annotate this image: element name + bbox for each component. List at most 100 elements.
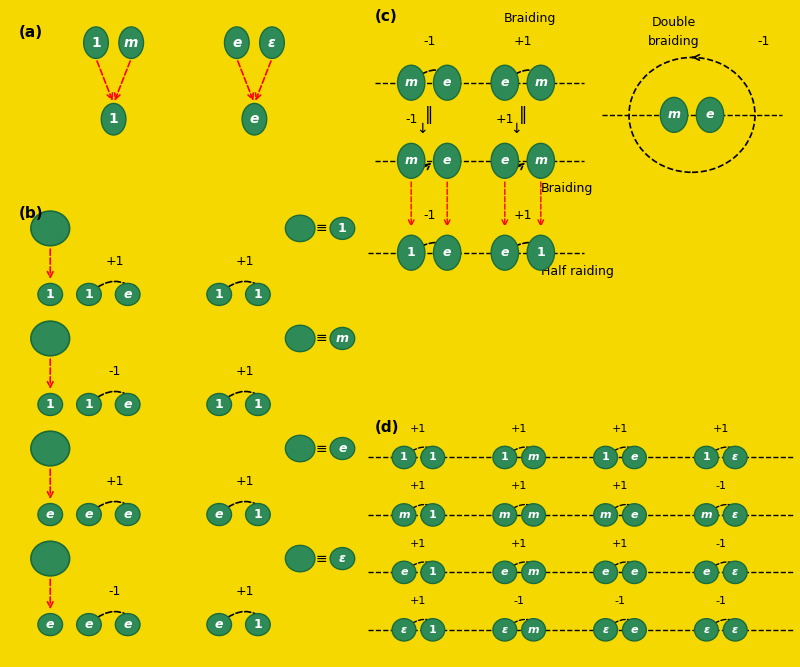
Text: e: e [702,568,710,578]
Text: +1: +1 [410,539,426,549]
Text: Braiding: Braiding [541,182,593,195]
Circle shape [286,325,315,352]
Circle shape [286,215,315,241]
Text: 1: 1 [215,398,223,411]
Text: e: e [501,76,509,89]
Circle shape [31,211,70,245]
Text: -1: -1 [423,35,435,48]
Text: e: e [501,568,509,578]
Circle shape [622,561,646,584]
Text: m: m [534,154,547,167]
Text: +1: +1 [713,424,729,434]
Text: +1: +1 [511,481,527,491]
Circle shape [694,446,718,469]
Circle shape [723,619,747,641]
Circle shape [522,561,546,584]
Text: e: e [85,508,94,521]
Circle shape [434,143,461,178]
Circle shape [527,143,554,178]
Circle shape [84,27,108,59]
Text: -1: -1 [715,596,726,606]
Text: 1: 1 [254,618,262,631]
Text: m: m [124,36,138,49]
Text: e: e [232,36,242,49]
Text: e: e [602,568,610,578]
Circle shape [225,27,249,59]
Text: Double: Double [652,17,696,29]
Circle shape [421,561,445,584]
Text: e: e [123,398,132,411]
Text: 1: 1 [602,452,610,462]
Text: +1: +1 [495,113,514,126]
Text: -1: -1 [715,539,726,549]
Text: e: e [630,568,638,578]
Text: 1: 1 [501,452,509,462]
Text: -1: -1 [514,596,525,606]
Circle shape [392,446,416,469]
Circle shape [38,504,62,526]
Text: e: e [630,452,638,462]
Circle shape [527,235,554,270]
Text: e: e [85,618,94,631]
Text: +1: +1 [235,585,254,598]
Circle shape [696,97,724,132]
Text: e: e [123,288,132,301]
Text: ≡: ≡ [315,552,327,566]
Text: m: m [528,568,539,578]
Text: ↓: ↓ [510,121,522,135]
Circle shape [330,548,354,570]
Circle shape [493,504,517,526]
Circle shape [77,394,102,416]
Circle shape [493,446,517,469]
Circle shape [207,394,231,416]
Circle shape [491,143,518,178]
Circle shape [522,504,546,526]
Text: e: e [443,76,451,89]
Text: ε: ε [703,625,710,635]
Circle shape [398,143,425,178]
Text: 1: 1 [537,246,545,259]
Text: e: e [215,508,223,521]
Text: ‖: ‖ [425,106,434,124]
Text: 1: 1 [46,398,54,411]
Circle shape [392,561,416,584]
Circle shape [594,561,618,584]
Circle shape [392,619,416,641]
Text: (d): (d) [375,420,400,436]
Text: ε: ε [602,625,609,635]
Text: m: m [701,510,712,520]
Circle shape [31,542,70,576]
Text: +1: +1 [235,365,254,378]
Circle shape [31,432,70,466]
Circle shape [77,504,102,526]
Text: (a): (a) [18,25,42,39]
Circle shape [330,327,354,350]
Circle shape [286,436,315,462]
Circle shape [421,446,445,469]
Text: m: m [398,510,410,520]
Circle shape [38,394,62,416]
Text: 1: 1 [429,625,437,635]
Circle shape [491,235,518,270]
Text: 1: 1 [702,452,710,462]
Text: +1: +1 [410,481,426,491]
Circle shape [115,504,140,526]
Text: e: e [706,108,714,121]
Text: -1: -1 [715,481,726,491]
Text: -1: -1 [108,585,121,598]
Text: e: e [501,154,509,167]
Circle shape [115,394,140,416]
Text: +1: +1 [511,539,527,549]
Circle shape [398,65,425,100]
Text: m: m [534,76,547,89]
Circle shape [115,614,140,636]
Text: m: m [405,154,418,167]
Text: 1: 1 [85,288,94,301]
Circle shape [102,103,126,135]
Text: ↓: ↓ [416,121,428,135]
Text: e: e [630,625,638,635]
Text: ε: ε [732,452,738,462]
Text: e: e [443,154,451,167]
Text: +1: +1 [612,424,628,434]
Circle shape [694,561,718,584]
